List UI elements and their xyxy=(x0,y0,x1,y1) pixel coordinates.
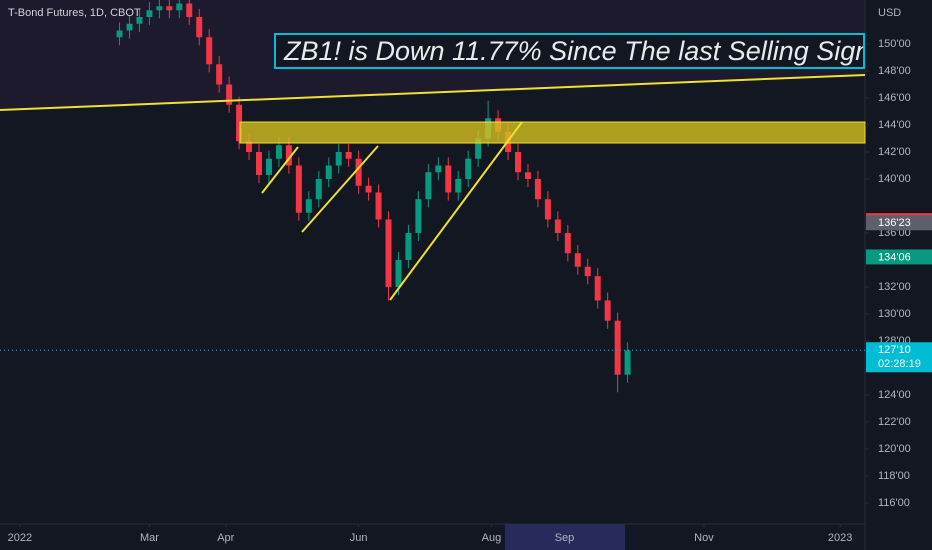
candle-body xyxy=(554,219,561,233)
trend-line xyxy=(261,146,299,194)
candle-body xyxy=(415,199,422,233)
x-tick-label: Aug xyxy=(482,532,502,544)
price-label: 136'23 xyxy=(878,217,911,229)
x-axis-bar xyxy=(0,524,932,550)
y-tick-label: 132'00 xyxy=(878,281,911,293)
candle-body xyxy=(325,165,332,179)
candle-body xyxy=(186,3,193,18)
x-tick-label: Sep xyxy=(555,532,575,544)
zone-rect xyxy=(239,121,866,144)
candle-body xyxy=(455,178,462,193)
price-label-bg xyxy=(866,215,932,231)
x-tick-label: Nov xyxy=(694,532,714,544)
candle-body xyxy=(116,30,123,38)
candle-body xyxy=(206,37,213,65)
candle-body xyxy=(285,145,292,166)
candle-body xyxy=(156,6,163,11)
candle-body xyxy=(226,84,233,105)
candle-body xyxy=(315,178,322,200)
y-tick-label: 140'00 xyxy=(878,173,911,185)
candle-body xyxy=(375,192,382,220)
currency-label: USD xyxy=(878,7,901,19)
trend-line xyxy=(389,121,523,301)
price-label: 134'06 xyxy=(878,251,911,263)
candle-body xyxy=(405,232,412,260)
candle-body xyxy=(445,165,452,193)
candle-body xyxy=(275,145,282,159)
candle-body xyxy=(246,141,253,152)
candle-body xyxy=(335,151,342,166)
candle-body xyxy=(574,253,581,267)
y-tick-label: 116'00 xyxy=(878,497,910,509)
candle-body xyxy=(216,64,223,85)
candle-body xyxy=(524,172,531,179)
candle-body xyxy=(295,165,302,213)
y-tick-label: 130'00 xyxy=(878,308,911,320)
candle-body xyxy=(176,3,183,11)
y-tick-label: 142'00 xyxy=(878,146,911,158)
candle-body xyxy=(564,232,571,254)
candle-body xyxy=(136,17,143,24)
y-tick-label: 120'00 xyxy=(878,443,911,455)
candle-body xyxy=(196,17,203,38)
candle-body xyxy=(146,10,153,18)
price-label: 127'10 xyxy=(878,344,911,356)
x-tick-label: 2022 xyxy=(8,532,32,544)
candle-body xyxy=(365,185,372,193)
y-tick-label: 118'00 xyxy=(878,470,910,482)
candle-body xyxy=(236,104,243,142)
x-axis-highlight xyxy=(505,524,625,550)
candle-body xyxy=(126,23,133,31)
candle-body xyxy=(166,6,173,11)
candle-body xyxy=(475,138,482,159)
candle-body xyxy=(465,158,472,179)
candle-body xyxy=(515,151,522,173)
x-tick-label: Mar xyxy=(140,532,159,544)
trend-line xyxy=(301,145,379,233)
annotation-banner: ZB1! is Down 11.77% Since The last Selli… xyxy=(274,33,865,69)
candle-body xyxy=(584,266,591,277)
price-label-bg xyxy=(866,249,932,265)
candle-body xyxy=(534,178,541,200)
candle-body xyxy=(265,158,272,175)
candle-body xyxy=(355,158,362,186)
candle-body xyxy=(624,350,631,375)
candle-body xyxy=(594,276,601,301)
y-tick-label: 148'00 xyxy=(878,65,911,77)
candle-body xyxy=(604,300,611,321)
x-tick-label: Apr xyxy=(217,532,234,544)
candle-body xyxy=(614,320,621,375)
candle-body xyxy=(256,151,263,175)
candle-body xyxy=(544,199,551,220)
x-tick-label: Jun xyxy=(350,532,368,544)
candle-body xyxy=(385,219,392,287)
chart-title: T-Bond Futures, 1D, CBOT xyxy=(8,7,141,19)
y-tick-label: 144'00 xyxy=(878,119,911,131)
y-tick-label: 122'00 xyxy=(878,416,911,428)
trend-line xyxy=(0,74,866,111)
candle-body xyxy=(305,199,312,213)
candle-body xyxy=(435,165,442,173)
candle-body xyxy=(395,259,402,287)
candle-body xyxy=(345,151,352,159)
y-tick-label: 146'00 xyxy=(878,92,911,104)
countdown-label: 02:28:19 xyxy=(878,358,921,370)
x-tick-label: 2023 xyxy=(828,532,852,544)
y-tick-label: 150'00 xyxy=(878,38,911,50)
y-tick-label: 124'00 xyxy=(878,389,911,401)
price-label-bg xyxy=(866,342,932,373)
candle-body xyxy=(425,172,432,200)
